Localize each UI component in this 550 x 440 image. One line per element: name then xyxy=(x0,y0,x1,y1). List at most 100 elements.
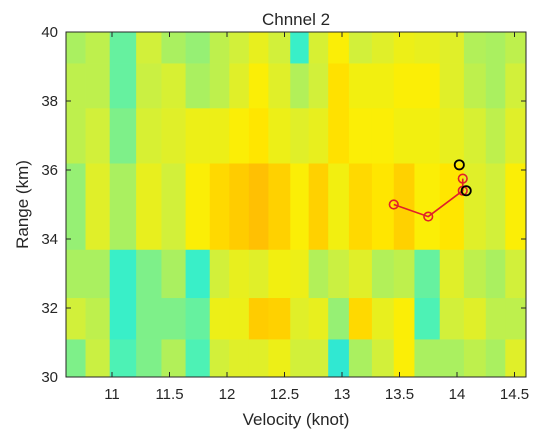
heatmap-cell xyxy=(393,249,415,299)
heatmap-cell xyxy=(268,32,291,64)
heatmap-cell xyxy=(348,107,373,164)
heatmap-cell xyxy=(393,107,415,164)
heatmap-cell xyxy=(414,163,441,250)
heatmap-cell xyxy=(268,63,291,109)
heatmap-cell xyxy=(185,63,211,109)
heatmap-cell xyxy=(463,297,487,340)
heatmap-cell xyxy=(463,32,487,64)
heatmap-cell xyxy=(85,32,111,64)
y-tick-label: 40 xyxy=(41,24,58,41)
heatmap-cell xyxy=(66,339,86,378)
heatmap-cell xyxy=(85,107,111,164)
heatmap-cell xyxy=(328,339,350,378)
heatmap-cell xyxy=(268,107,291,164)
x-tick-label: 12 xyxy=(219,386,236,403)
heatmap-cell xyxy=(328,107,350,164)
heatmap-cell xyxy=(308,63,329,109)
heatmap-cell xyxy=(209,249,230,299)
heatmap-cell xyxy=(414,297,441,340)
heatmap-cell xyxy=(463,339,487,378)
heatmap-cell xyxy=(393,32,415,64)
heatmap-cell xyxy=(371,249,395,299)
heatmap-cell xyxy=(109,249,137,299)
heatmap-cell xyxy=(209,339,230,378)
heatmap-cell xyxy=(229,249,250,299)
y-axis-label: Range (km) xyxy=(13,160,32,249)
heatmap-cell xyxy=(371,163,395,250)
heatmap-cell xyxy=(371,107,395,164)
heatmap-cell xyxy=(66,249,86,299)
heatmap-cell xyxy=(414,63,441,109)
heatmap-cell xyxy=(136,63,162,109)
heatmap-cell xyxy=(109,107,137,164)
heatmap-cell xyxy=(248,297,269,340)
heatmap-cell xyxy=(209,163,230,250)
heatmap-cell xyxy=(136,249,162,299)
heatmap-cell xyxy=(185,297,211,340)
heatmap-cell xyxy=(439,339,465,378)
heatmap-cell xyxy=(248,63,269,109)
heatmap-cell xyxy=(414,249,441,299)
heatmap-cell xyxy=(209,63,230,109)
detection-circle xyxy=(460,185,472,197)
x-tick-label: 13 xyxy=(334,386,351,403)
heatmap-cell xyxy=(485,63,506,109)
heatmap-cell xyxy=(209,297,230,340)
heatmap-cell xyxy=(290,339,310,378)
track-point xyxy=(423,211,434,222)
x-tick-label: 11.5 xyxy=(155,386,183,403)
heatmap-cell xyxy=(393,63,415,109)
heatmap-cell xyxy=(161,32,186,64)
heatmap-cell xyxy=(290,297,310,340)
heatmap-cell xyxy=(209,32,230,64)
plot-frame xyxy=(65,31,527,378)
heatmap-cell xyxy=(290,249,310,299)
heatmap-cell xyxy=(185,107,211,164)
heatmap-cell xyxy=(485,163,506,250)
track-point xyxy=(457,173,468,184)
heatmap-cell xyxy=(85,339,111,378)
heatmap-cell xyxy=(485,339,506,378)
heatmap-cell xyxy=(229,339,250,378)
heatmap-cell xyxy=(85,63,111,109)
heatmap-cell xyxy=(485,32,506,64)
heatmap-cell xyxy=(161,249,186,299)
heatmap-cell xyxy=(248,163,269,250)
heatmap-cell xyxy=(348,249,373,299)
heatmap-cell xyxy=(328,163,350,250)
heatmap-cell xyxy=(136,32,162,64)
heatmap-cell xyxy=(308,163,329,250)
heatmap-cell xyxy=(328,249,350,299)
heatmap-cell xyxy=(109,32,137,64)
y-tick-label: 32 xyxy=(41,300,58,317)
heatmap-cell xyxy=(439,249,465,299)
heatmap-cell xyxy=(161,339,186,378)
x-axis-ticks: 11 11.5 12 12.5 13 13.5 14 14.5 xyxy=(104,32,529,403)
y-tick-label: 36 xyxy=(41,162,58,179)
heatmap-cell xyxy=(439,32,465,64)
heatmap-cell xyxy=(308,107,329,164)
heatmap-cell xyxy=(185,32,211,64)
heatmap-cell xyxy=(393,297,415,340)
track-point xyxy=(388,199,399,210)
heatmap-cell xyxy=(85,297,111,340)
heatmap-cell xyxy=(463,163,487,250)
heatmap-cell xyxy=(328,63,350,109)
heatmap-cell xyxy=(439,297,465,340)
heatmap-cell xyxy=(109,163,137,250)
x-tick-label: 14.5 xyxy=(500,386,529,403)
x-tick-label: 14 xyxy=(449,386,466,403)
heatmap-cell xyxy=(161,163,186,250)
heatmap-cell xyxy=(66,32,86,64)
heatmap-cell xyxy=(328,32,350,64)
y-axis-ticks: 30 32 34 36 38 40 xyxy=(41,24,526,386)
heatmap-cell xyxy=(248,107,269,164)
track-overlay xyxy=(388,159,472,222)
heatmap-cell xyxy=(136,297,162,340)
heatmap-cell xyxy=(268,249,291,299)
x-tick-label: 11 xyxy=(104,386,120,403)
x-tick-label: 13.5 xyxy=(385,386,414,403)
heatmap-cell xyxy=(229,63,250,109)
heatmap-cell xyxy=(85,163,111,250)
